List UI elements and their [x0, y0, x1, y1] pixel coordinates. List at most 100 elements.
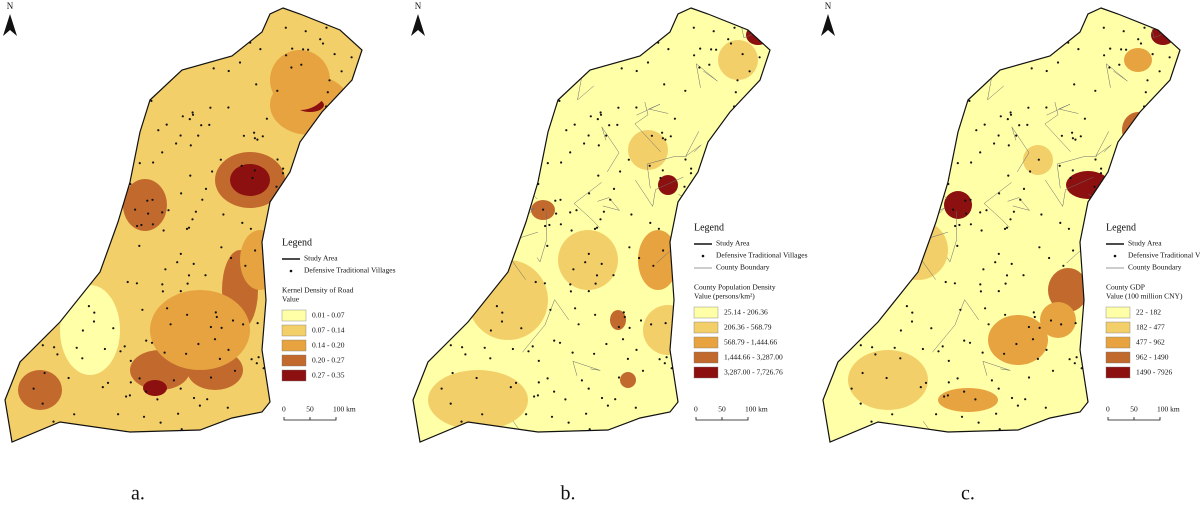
village-point	[191, 218, 194, 221]
legend-swatch	[1105, 351, 1131, 364]
village-point	[253, 131, 256, 134]
village-point	[326, 91, 329, 94]
density-zone	[230, 164, 270, 196]
village-point	[1048, 256, 1051, 260]
scale-label: 100 km	[745, 405, 768, 414]
village-point	[616, 123, 619, 126]
village-point	[112, 327, 115, 330]
village-point	[953, 282, 956, 285]
village-point	[138, 162, 141, 165]
county-boundary	[1007, 197, 1031, 211]
village-point	[970, 161, 973, 164]
village-point	[180, 428, 183, 431]
village-point	[569, 283, 572, 286]
village-point	[177, 412, 180, 415]
legend-swatch	[1105, 366, 1131, 379]
village-point	[634, 406, 637, 409]
village-point	[626, 357, 629, 360]
scale-label: 50	[306, 405, 314, 414]
county-boundary	[1044, 101, 1071, 152]
village-point	[569, 290, 572, 293]
county-boundary	[946, 211, 958, 263]
density-zone	[988, 315, 1048, 365]
village-point	[157, 129, 160, 132]
village-point	[218, 357, 221, 360]
village-point	[987, 323, 990, 326]
county-boundary	[536, 211, 548, 263]
village-point	[859, 344, 862, 347]
village-point	[748, 70, 751, 73]
village-point	[1015, 134, 1018, 137]
layer-subtitle: Value (100 million CNY)	[1106, 292, 1183, 301]
village-point	[489, 357, 492, 360]
village-point	[197, 342, 200, 346]
legend-swatch	[693, 351, 719, 364]
county-boundary	[635, 176, 684, 208]
village-point	[650, 134, 653, 137]
village-point	[1060, 134, 1063, 137]
village-point	[325, 26, 328, 29]
village-point	[984, 307, 987, 310]
village-point	[238, 61, 242, 64]
village-point	[185, 352, 188, 355]
county-boundary	[522, 299, 570, 353]
village-point	[179, 134, 182, 137]
village-point	[123, 345, 126, 348]
village-point	[206, 398, 209, 401]
village-point	[639, 319, 643, 322]
village-point	[641, 369, 645, 372]
village-point	[200, 124, 203, 127]
village-point	[708, 63, 711, 66]
legend-class: 0.14 - 0.20	[312, 341, 345, 350]
village-point	[1074, 322, 1077, 325]
village-point	[605, 342, 608, 346]
village-point	[567, 421, 570, 424]
village-point	[500, 320, 504, 323]
legend-title: Legend	[1106, 222, 1136, 233]
village-point	[919, 386, 922, 389]
village-point	[284, 26, 287, 29]
legend-class: 962 - 1490	[1136, 353, 1169, 362]
village-point	[136, 224, 139, 228]
village-point	[449, 402, 452, 405]
village-point	[350, 56, 353, 59]
village-point	[1051, 369, 1055, 372]
village-point	[1003, 227, 1007, 230]
village-point	[209, 376, 213, 379]
legend-swatch	[1105, 336, 1131, 349]
village-point	[189, 144, 192, 147]
village-point	[186, 282, 189, 285]
village-point	[947, 381, 950, 384]
village-point	[307, 48, 310, 51]
village-point	[646, 61, 650, 64]
village-point	[304, 30, 307, 33]
village-point	[106, 381, 110, 384]
village-point	[156, 398, 159, 401]
village-point	[587, 134, 590, 137]
scale-label: 50	[1130, 405, 1138, 414]
village-point	[194, 210, 197, 213]
village-point	[179, 290, 182, 293]
layer-title: Kernel Density of Road	[282, 286, 354, 295]
village-point	[509, 386, 512, 389]
village-point	[577, 323, 580, 326]
village-point	[600, 396, 604, 400]
village-point	[893, 346, 896, 349]
village-point	[291, 47, 294, 50]
village-point	[1075, 356, 1078, 359]
village-point	[1012, 210, 1015, 213]
legend-dot	[289, 269, 293, 273]
village-point	[249, 227, 252, 230]
village-point	[861, 371, 864, 375]
village-point	[593, 352, 596, 355]
village-point	[661, 131, 664, 134]
legend-class: 0.27 - 0.35	[312, 371, 345, 380]
village-point	[192, 262, 195, 265]
legend-class: 0.01 - 0.07	[312, 311, 345, 320]
legend-swatch	[693, 306, 719, 319]
county-boundary	[1011, 126, 1030, 173]
county-boundary	[1045, 176, 1094, 208]
village-point	[146, 199, 149, 202]
village-point	[736, 79, 739, 82]
village-point	[282, 167, 285, 170]
